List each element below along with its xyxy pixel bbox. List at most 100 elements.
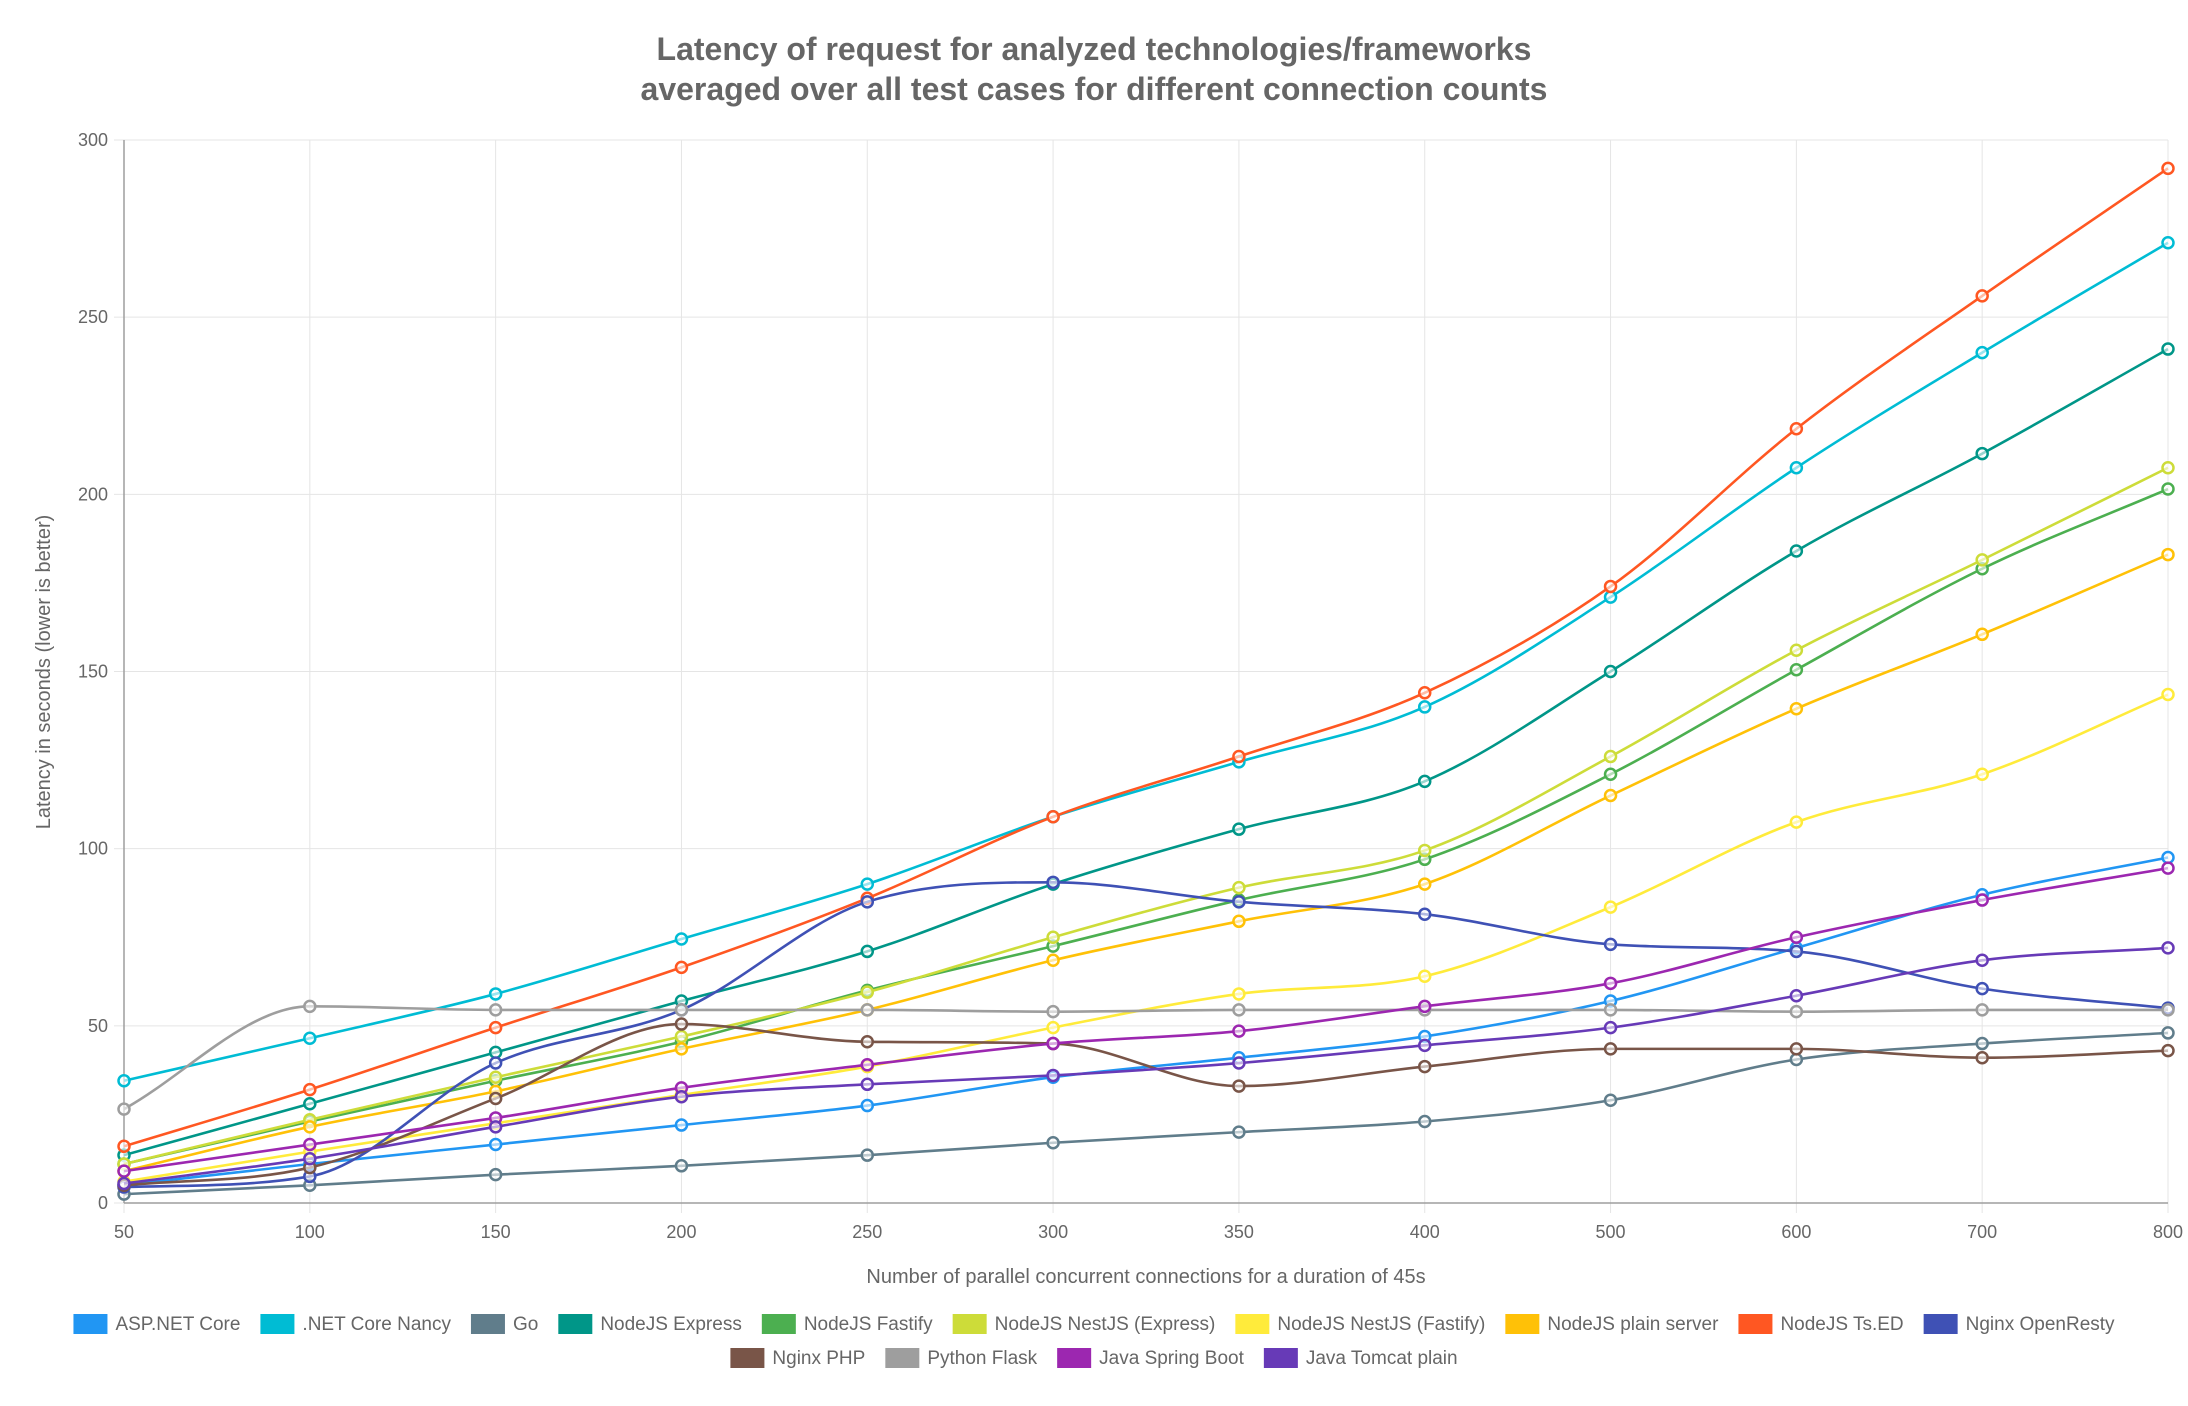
data-point[interactable] bbox=[303, 999, 317, 1014]
legend-item-java-spring-boot[interactable]: Java Spring Boot bbox=[1057, 1348, 1245, 1369]
data-point[interactable] bbox=[488, 1045, 503, 1060]
data-point[interactable] bbox=[1789, 544, 1804, 558]
data-point[interactable] bbox=[303, 1151, 317, 1166]
data-point[interactable] bbox=[1417, 999, 1432, 1014]
data-point[interactable] bbox=[2161, 342, 2175, 356]
data-point[interactable] bbox=[1975, 981, 1989, 996]
data-point[interactable] bbox=[1046, 1136, 1060, 1150]
data-point[interactable] bbox=[1417, 774, 1432, 789]
data-point[interactable] bbox=[1232, 1125, 1246, 1139]
data-point[interactable] bbox=[1789, 988, 1804, 1003]
data-point[interactable] bbox=[860, 895, 875, 909]
data-point[interactable] bbox=[1789, 815, 1804, 829]
legend-item-nodejs-fastify[interactable]: NodeJS Fastify bbox=[761, 1314, 933, 1335]
data-point[interactable] bbox=[1046, 1004, 1060, 1019]
data-point[interactable] bbox=[1975, 553, 1989, 567]
data-point[interactable] bbox=[1603, 1042, 1618, 1056]
legend-item-nodejs-plain-server[interactable]: NodeJS plain server bbox=[1505, 1314, 1719, 1335]
data-point[interactable] bbox=[1417, 700, 1432, 714]
data-point[interactable] bbox=[1603, 976, 1618, 991]
data-point[interactable] bbox=[674, 1118, 689, 1132]
data-point[interactable] bbox=[1975, 446, 1989, 461]
data-point[interactable] bbox=[1046, 1068, 1060, 1083]
legend-item-python-flask[interactable]: Python Flask bbox=[885, 1348, 1038, 1369]
data-point[interactable] bbox=[2161, 850, 2175, 865]
data-point[interactable] bbox=[1232, 1056, 1246, 1070]
data-point[interactable] bbox=[1603, 1020, 1618, 1035]
data-point[interactable] bbox=[860, 1098, 875, 1113]
data-point[interactable] bbox=[1417, 686, 1432, 700]
data-point[interactable] bbox=[1046, 810, 1060, 824]
data-point[interactable] bbox=[674, 1017, 689, 1031]
data-point[interactable] bbox=[488, 1137, 503, 1152]
data-point[interactable] bbox=[1232, 987, 1246, 1001]
data-point[interactable] bbox=[1789, 944, 1804, 959]
data-point[interactable] bbox=[1975, 893, 1989, 907]
data-point[interactable] bbox=[1789, 422, 1804, 436]
data-point[interactable] bbox=[1232, 895, 1246, 909]
data-point[interactable] bbox=[1232, 822, 1246, 836]
data-point[interactable] bbox=[303, 1137, 317, 1152]
data-point[interactable] bbox=[2161, 861, 2175, 875]
data-point[interactable] bbox=[674, 1042, 689, 1056]
data-point[interactable] bbox=[1417, 877, 1432, 891]
data-point[interactable] bbox=[1603, 937, 1618, 952]
data-point[interactable] bbox=[674, 1089, 689, 1104]
data-point[interactable] bbox=[1603, 788, 1618, 803]
data-point[interactable] bbox=[488, 1056, 503, 1070]
legend-item-net-core-nancy[interactable]: .NET Core Nancy bbox=[260, 1314, 451, 1335]
data-point[interactable] bbox=[860, 1058, 875, 1072]
data-point[interactable] bbox=[674, 1159, 689, 1173]
data-point[interactable] bbox=[1417, 1114, 1432, 1129]
data-point[interactable] bbox=[1417, 843, 1432, 858]
data-point[interactable] bbox=[2161, 161, 2175, 176]
data-point[interactable] bbox=[303, 1097, 317, 1111]
data-point[interactable] bbox=[2161, 482, 2175, 496]
data-point[interactable] bbox=[1046, 930, 1060, 944]
legend-item-nodejs-nestjs-fastify[interactable]: NodeJS NestJS (Fastify) bbox=[1235, 1314, 1485, 1335]
data-point[interactable] bbox=[1603, 579, 1618, 594]
legend-item-nginx-php[interactable]: Nginx PHP bbox=[730, 1348, 865, 1369]
legend-item-go[interactable]: Go bbox=[470, 1314, 538, 1335]
data-point[interactable] bbox=[1789, 662, 1804, 677]
data-point[interactable] bbox=[1789, 1042, 1804, 1056]
data-point[interactable] bbox=[860, 985, 875, 999]
data-point[interactable] bbox=[1417, 1038, 1432, 1053]
data-point[interactable] bbox=[488, 1070, 503, 1084]
data-point[interactable] bbox=[2161, 547, 2175, 562]
data-point[interactable] bbox=[1417, 969, 1432, 983]
data-point[interactable] bbox=[2161, 1043, 2175, 1058]
legend-item-nodejs-ts-ed[interactable]: NodeJS Ts.ED bbox=[1738, 1314, 1904, 1335]
data-point[interactable] bbox=[488, 1020, 503, 1035]
data-point[interactable] bbox=[1975, 1050, 1989, 1065]
data-point[interactable] bbox=[1417, 907, 1432, 921]
data-point[interactable] bbox=[674, 1003, 689, 1017]
data-point[interactable] bbox=[1603, 749, 1618, 764]
data-point[interactable] bbox=[2161, 1026, 2175, 1040]
data-point[interactable] bbox=[1046, 875, 1060, 890]
data-point[interactable] bbox=[860, 1077, 875, 1092]
data-point[interactable] bbox=[1975, 953, 1989, 968]
data-point[interactable] bbox=[117, 1176, 131, 1191]
data-point[interactable] bbox=[1789, 461, 1804, 475]
data-point[interactable] bbox=[1789, 701, 1804, 716]
data-point[interactable] bbox=[860, 1035, 875, 1049]
data-point[interactable] bbox=[488, 987, 503, 1001]
data-point[interactable] bbox=[1046, 1036, 1060, 1051]
data-point[interactable] bbox=[2161, 941, 2175, 955]
data-point[interactable] bbox=[860, 944, 875, 959]
data-point[interactable] bbox=[117, 1074, 131, 1088]
data-point[interactable] bbox=[674, 960, 689, 975]
legend-item-nodejs-express[interactable]: NodeJS Express bbox=[558, 1314, 742, 1335]
legend-item-nginx-openresty[interactable]: Nginx OpenResty bbox=[1923, 1314, 2115, 1335]
data-point[interactable] bbox=[1975, 1003, 1989, 1017]
data-point[interactable] bbox=[303, 1031, 317, 1045]
data-point[interactable] bbox=[2161, 236, 2175, 250]
data-point[interactable] bbox=[1603, 664, 1618, 679]
data-point[interactable] bbox=[1789, 930, 1804, 944]
data-point[interactable] bbox=[1975, 767, 1989, 782]
data-point[interactable] bbox=[1232, 914, 1246, 929]
data-point[interactable] bbox=[674, 932, 689, 946]
data-point[interactable] bbox=[117, 1164, 131, 1178]
data-point[interactable] bbox=[1232, 749, 1246, 764]
